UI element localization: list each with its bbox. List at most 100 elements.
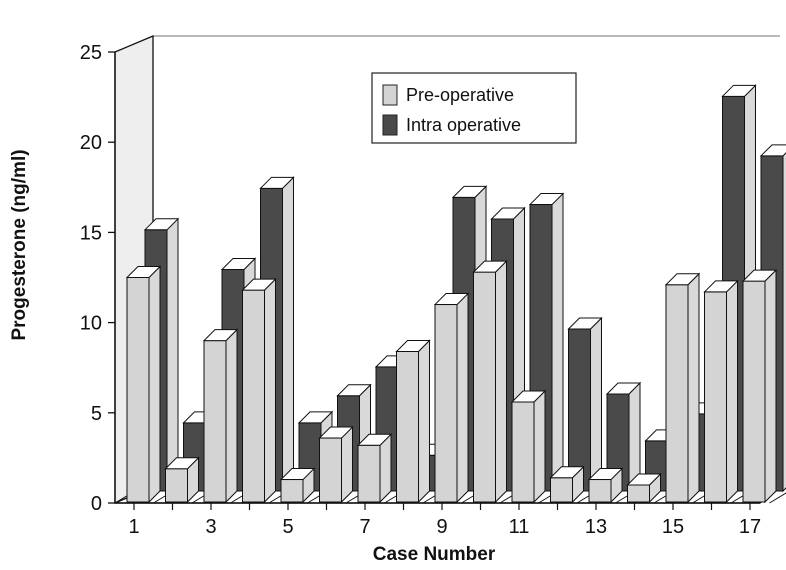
- bar-pre-operative-4-front: [242, 289, 265, 503]
- bar-pre-operative-8-top: [395, 339, 431, 352]
- bar-top: [297, 411, 334, 424]
- y-tick-label: 5: [91, 403, 102, 425]
- bar-pre-operative-7-top: [356, 433, 393, 446]
- y-tick-label: 10: [80, 313, 102, 335]
- bar-pre-operative-1-side: [148, 265, 161, 504]
- bar-pre-operative-8-front: [396, 350, 419, 503]
- bar-top: [721, 84, 757, 97]
- bar-pre-operative-4-top: [241, 278, 277, 291]
- bar-top: [567, 317, 603, 330]
- bar-pre-operative-16-front: [704, 291, 727, 503]
- bar-pre-operative-9: [433, 292, 470, 504]
- bar-side: [282, 176, 294, 493]
- bar-pre-operative-15-front: [665, 284, 689, 503]
- bar-pre-operative-5: [279, 467, 316, 504]
- bar-top: [490, 207, 526, 220]
- legend-swatch-intra-operative: [382, 114, 398, 136]
- bar-top: [336, 384, 372, 397]
- bar-pre-operative-16-top: [703, 280, 739, 293]
- bar-side: [782, 152, 786, 493]
- legend-box: [371, 72, 577, 144]
- bar-pre-operative-9-front: [434, 304, 458, 503]
- bar-pre-operative-3-front: [203, 340, 227, 503]
- bar-pre-operative-11-side: [533, 389, 546, 504]
- bar-pre-operative-12-front: [550, 477, 573, 503]
- bar-pre-operative-7-side: [379, 433, 392, 504]
- bar-pre-operative-6: [318, 425, 354, 504]
- x-tick-label: 11: [509, 516, 530, 538]
- bar-pre-operative-10: [472, 259, 508, 504]
- x-tick-label: 1: [128, 516, 139, 538]
- bar-pre-operative-15-side: [687, 272, 700, 504]
- bar-top: [451, 185, 488, 198]
- bar-pre-operative-11-front: [511, 401, 535, 503]
- bar-pre-operative-6-top: [318, 426, 354, 439]
- bar-top: [759, 144, 786, 157]
- legend-swatch-pre-operative: [382, 84, 398, 106]
- bar-pre-operative-8-side: [418, 339, 430, 504]
- bar-pre-operative-17-side: [764, 268, 777, 504]
- bar-intra-operative-13: [605, 381, 642, 493]
- bar-side: [166, 217, 179, 493]
- bar-pre-operative-3-top: [202, 329, 239, 342]
- bar-pre-operative-1-front: [126, 277, 150, 503]
- y-tick-label: 25: [80, 42, 102, 64]
- bars: [125, 84, 786, 504]
- bar-pre-operative-13: [587, 467, 624, 504]
- bar-pre-operative-5-front: [280, 479, 304, 503]
- legend: Pre-operative Intra operative: [371, 72, 577, 144]
- bar-pre-operative-12: [549, 465, 585, 504]
- bar-pre-operative-4: [241, 277, 277, 504]
- bar-top: [220, 258, 257, 270]
- bar-top: [259, 176, 295, 189]
- y-tick-label: 20: [80, 132, 102, 154]
- legend-label-intra-operative: Intra operative: [406, 115, 521, 135]
- x-tick-label: 15: [662, 516, 684, 538]
- y-axis: 0 5 10 15 20 25: [80, 42, 116, 515]
- legend-label-pre-operative: Pre-operative: [406, 85, 514, 105]
- x-tick-label: 17: [739, 516, 761, 538]
- bar-pre-operative-2-front: [165, 468, 188, 503]
- bar-pre-operative-13-top: [587, 468, 624, 481]
- bar-pre-operative-9-side: [456, 292, 469, 504]
- bar-pre-operative-13-front: [588, 479, 612, 503]
- bar-pre-operative-6-front: [319, 437, 342, 503]
- bar-pre-operative-7-front: [357, 444, 381, 503]
- floor-divider: [769, 492, 786, 504]
- bar-pre-operative-17-front: [742, 280, 766, 503]
- bar-pre-operative-16: [703, 279, 739, 504]
- bar-pre-operative-14: [626, 472, 662, 504]
- bar-pre-operative-9-top: [433, 293, 470, 306]
- bar-pre-operative-17: [741, 268, 778, 504]
- bar-pre-operative-15-top: [664, 273, 701, 286]
- bar-pre-operative-15: [664, 272, 701, 504]
- bar-top: [528, 193, 565, 206]
- x-tick-label: 7: [359, 516, 370, 538]
- bar-side: [590, 316, 602, 493]
- bar-pre-operative-8: [395, 339, 431, 504]
- bar-pre-operative-17-top: [741, 269, 778, 282]
- y-tick-label: 0: [91, 493, 102, 515]
- bar-pre-operative-1-top: [125, 266, 162, 278]
- x-axis: 1 3 5 7 9 11 13 15 17: [128, 503, 761, 538]
- bar-pre-operative-10-front: [473, 271, 496, 503]
- bar-pre-operative-2-top: [164, 457, 200, 470]
- bar-pre-operative-11-top: [510, 390, 547, 403]
- bar-pre-operative-7: [356, 433, 393, 504]
- y-tick-label: 15: [80, 222, 102, 244]
- y-axis-title: Progesterone (ng/ml): [9, 149, 30, 340]
- bar-pre-operative-12-top: [549, 466, 585, 479]
- bar-top: [605, 382, 642, 395]
- bar-side: [551, 192, 564, 493]
- bar-pre-operative-14-top: [626, 473, 662, 486]
- x-tick-label: 9: [436, 516, 447, 538]
- x-tick-label: 5: [282, 516, 293, 538]
- bar-pre-operative-2: [164, 456, 200, 504]
- x-tick-label: 13: [585, 516, 607, 538]
- bar-pre-operative-6-side: [341, 425, 353, 504]
- bar-pre-operative-1: [125, 265, 162, 504]
- x-axis-title: Case Number: [373, 544, 496, 565]
- bar-intra-operative-12: [567, 316, 603, 493]
- bar-pre-operative-10-side: [495, 259, 507, 504]
